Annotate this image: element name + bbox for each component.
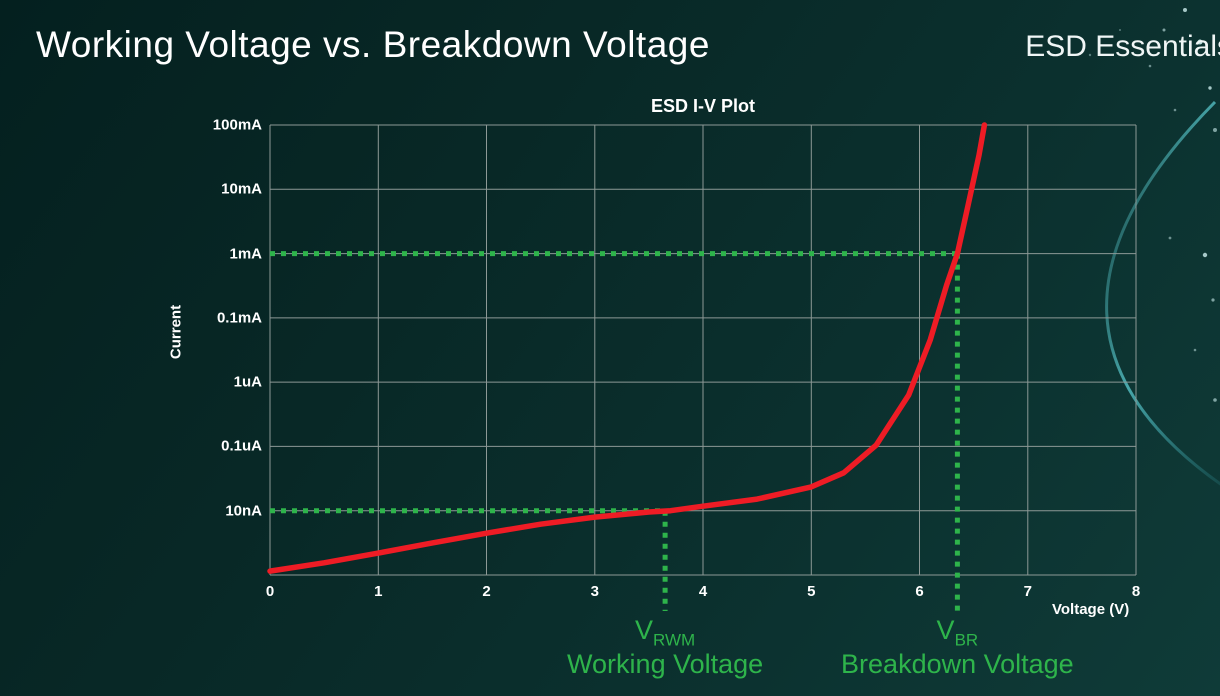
marker-vrwm-label: VRWM Working Voltage bbox=[567, 615, 764, 680]
x-tick-label: 0 bbox=[265, 583, 275, 600]
chart-title: ESD I-V Plot bbox=[650, 96, 755, 116]
y-axis-label: Current bbox=[167, 304, 185, 360]
marker-vbr-label: VBR Breakdown Voltage bbox=[841, 615, 1074, 680]
x-tick-label: 6 bbox=[915, 583, 924, 600]
x-tick-label: 7 bbox=[1023, 583, 1032, 600]
x-tick-label: 5 bbox=[807, 583, 816, 600]
brand-logo-text: ESD Essentials bbox=[1025, 30, 1220, 63]
plot-area bbox=[267, 122, 1137, 611]
y-tick-label: 10mA bbox=[221, 180, 262, 198]
x-tick-label: 2 bbox=[482, 583, 491, 600]
y-tick-label: 100mA bbox=[212, 116, 262, 134]
y-tick-label: 1uA bbox=[233, 373, 262, 391]
x-tick-label: 1 bbox=[374, 583, 383, 600]
page-title: Working Voltage vs. Breakdown Voltage bbox=[36, 24, 710, 65]
x-tick-label: 3 bbox=[590, 583, 599, 600]
x-axis-label: Voltage (V) bbox=[1052, 601, 1130, 618]
y-tick-label: 1mA bbox=[229, 245, 262, 263]
y-tick-label: 10nA bbox=[225, 502, 262, 520]
y-tick-label: 0.1mA bbox=[216, 309, 262, 327]
x-tick-label: 4 bbox=[698, 583, 708, 600]
y-tick-label: 0.1uA bbox=[221, 437, 262, 455]
x-tick-label: 8 bbox=[1131, 583, 1141, 600]
